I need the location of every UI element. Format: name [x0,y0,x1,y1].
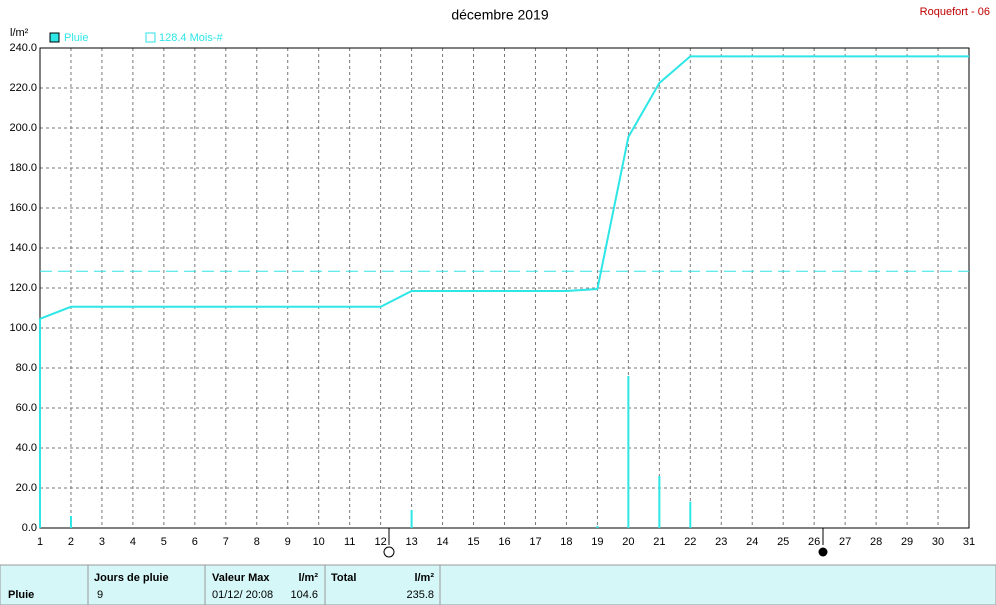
x-tick-label: 8 [254,536,260,548]
header: Total [331,572,356,584]
x-tick-label: 15 [467,536,479,548]
bar [410,510,413,528]
cell: 01/12/ 20:08 [212,589,273,601]
legend-swatch [145,32,156,43]
x-tick-label: 20 [622,536,634,548]
y-tick-label: 240.0 [9,42,37,54]
x-tick-label: 13 [405,536,417,548]
x-tick-label: 1 [37,536,43,548]
header: Jours de pluie [94,572,169,584]
bar [596,526,599,528]
x-tick-label: 14 [436,536,448,548]
x-tick-label: 17 [529,536,541,548]
x-tick-label: 21 [653,536,665,548]
header: Valeur Max [212,572,270,584]
header: l/m² [298,572,318,584]
x-tick-label: 7 [223,536,229,548]
x-tick-label: 18 [560,536,572,548]
station: Roquefort - 06 [920,6,990,18]
y-tick-label: 120.0 [9,282,37,294]
y-tick-label: 60.0 [16,402,37,414]
y-tick-label: 40.0 [16,442,37,454]
y-tick-label: 80.0 [16,362,37,374]
bar [69,516,72,528]
x-tick-label: 31 [963,536,975,548]
bar [689,501,692,528]
x-tick-label: 25 [777,536,789,548]
y-tick-label: 140.0 [9,242,37,254]
cell: 235.8 [406,589,434,601]
legend-label: Pluie [64,32,88,44]
plot-frame [39,47,970,529]
chart-title: décembre 2019 [451,7,549,23]
moon-full [818,547,828,557]
moon-new [383,546,395,558]
table-band [0,564,996,605]
x-tick-label: 24 [746,536,758,548]
x-tick-label: 28 [870,536,882,548]
y-tick-label: 200.0 [9,122,37,134]
x-tick-label: 22 [684,536,696,548]
y-tick-label: 180.0 [9,162,37,174]
x-tick-label: 11 [344,536,355,548]
x-tick-label: 16 [498,536,510,548]
y-tick-label: 160.0 [9,202,37,214]
x-tick-label: 26 [808,536,820,548]
x-tick-label: 23 [715,536,727,548]
x-tick-label: 19 [591,536,603,548]
legend-swatch [49,32,60,43]
y-tick-label: 100.0 [9,322,37,334]
y-tick-label: 20.0 [16,482,37,494]
x-tick-label: 4 [130,536,136,548]
x-tick-label: 10 [313,536,325,548]
x-tick-label: 30 [932,536,944,548]
y-tick-label: 0.0 [22,522,37,534]
x-tick-label: 9 [285,536,291,548]
x-tick-label: 12 [375,536,387,548]
legend-label: 128.4 Mois-# [159,32,223,44]
x-tick-label: 29 [901,536,913,548]
x-tick-label: 6 [192,536,198,548]
cell: 9 [97,589,103,601]
bar [627,376,630,528]
cell: 104.6 [290,589,318,601]
y-tick-label: 220.0 [9,82,37,94]
bar [658,476,661,528]
x-tick-label: 3 [99,536,105,548]
bar [39,318,41,528]
x-tick-label: 27 [839,536,851,548]
x-tick-label: 5 [161,536,167,548]
row-label: Pluie [8,589,34,601]
y-unit: l/m² [10,27,29,39]
header: l/m² [414,572,434,584]
x-tick-label: 2 [68,536,74,548]
cumulative-line [39,55,969,320]
